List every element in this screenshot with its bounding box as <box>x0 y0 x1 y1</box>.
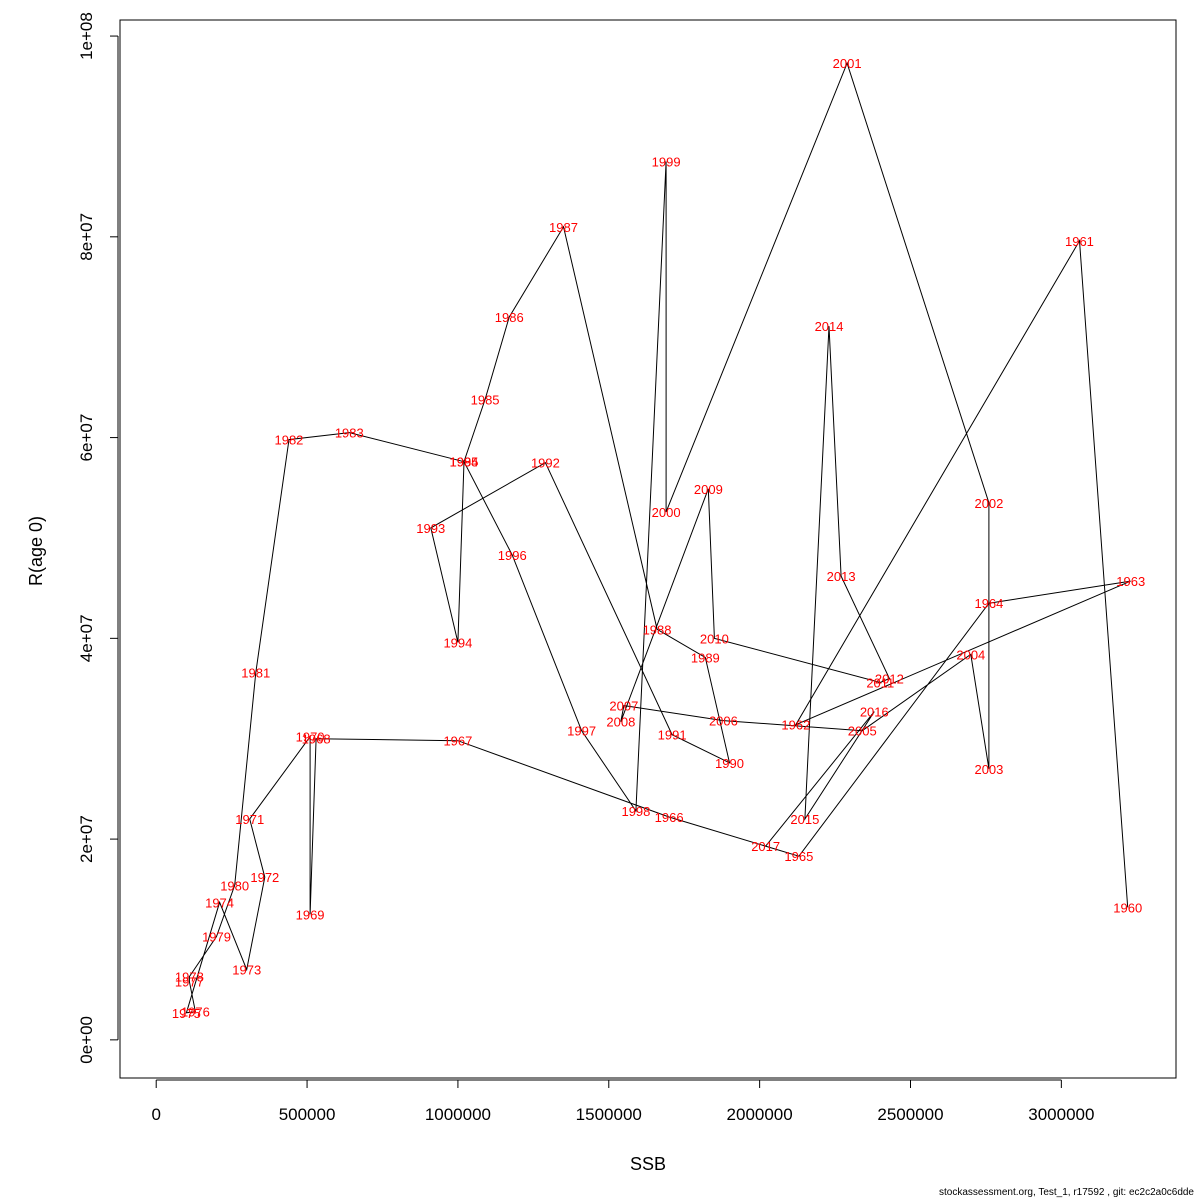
year-label: 2013 <box>827 569 856 584</box>
year-label: 1989 <box>691 650 720 665</box>
year-label: 2008 <box>606 715 635 730</box>
x-tick-label: 1000000 <box>425 1105 491 1124</box>
y-tick-label: 2e+07 <box>77 815 96 863</box>
year-label: 1974 <box>205 895 234 910</box>
year-labels: 1960 1961 1962 1963 1964 1965 1966 1967 1968 1969… <box>172 56 1145 1021</box>
x-axis-title: SSB <box>630 1154 666 1174</box>
year-label: 1993 <box>416 521 445 536</box>
year-label: 1980 <box>220 878 249 893</box>
year-label: 2009 <box>694 482 723 497</box>
year-label: 1984 <box>449 455 478 470</box>
year-label: 1975 <box>172 1006 201 1021</box>
year-label: 2001 <box>833 56 862 71</box>
year-label: 2004 <box>956 647 985 662</box>
year-label: 2007 <box>609 699 638 714</box>
x-tick-label: 2000000 <box>727 1105 793 1124</box>
year-label: 1977 <box>175 975 204 990</box>
x-tick-label: 0 <box>151 1105 160 1124</box>
year-label: 1981 <box>241 665 270 680</box>
x-axis: 0 500000 1000000 1500000 2000000 2500000 30000… <box>151 1079 1094 1124</box>
year-label: 2012 <box>875 671 904 686</box>
year-label: 1999 <box>652 155 681 170</box>
year-label: 1960 <box>1113 900 1142 915</box>
year-label: 1965 <box>784 849 813 864</box>
year-label: 1962 <box>781 718 810 733</box>
y-tick-label: 1e+08 <box>77 12 96 60</box>
year-label: 1997 <box>567 724 596 739</box>
y-axis-title: R(age 0) <box>26 516 46 586</box>
y-tick-label: 4e+07 <box>77 614 96 662</box>
year-label: 2002 <box>974 496 1003 511</box>
year-label: 1998 <box>621 804 650 819</box>
year-label: 1995 <box>449 455 478 470</box>
y-tick-label: 0e+00 <box>77 1016 96 1064</box>
year-label: 2000 <box>652 505 681 520</box>
year-label: 1994 <box>443 635 472 650</box>
year-label: 1963 <box>1116 574 1145 589</box>
plot-frame <box>119 19 1177 1079</box>
year-label: 2010 <box>700 631 729 646</box>
year-label: 2017 <box>751 839 780 854</box>
x-tick-label: 3000000 <box>1028 1105 1094 1124</box>
year-label: 2015 <box>790 812 819 827</box>
year-label: 1973 <box>232 963 261 978</box>
year-label: 1986 <box>495 310 524 325</box>
year-label: 1996 <box>498 548 527 563</box>
year-label: 1969 <box>296 907 325 922</box>
year-label: 2011 <box>866 676 894 691</box>
year-label: 1978 <box>175 970 204 985</box>
year-label: 1972 <box>250 870 279 885</box>
year-label: 1985 <box>471 392 500 407</box>
footer-text: stockassessment.org, Test_1, r17592 , gi… <box>939 1187 1194 1198</box>
series-line <box>185 61 1131 1014</box>
year-label: 1982 <box>274 433 303 448</box>
year-label: 2016 <box>860 705 889 720</box>
year-label: 1970 <box>296 730 325 745</box>
year-label: 1971 <box>235 812 264 827</box>
y-axis: 0e+00 2e+07 4e+07 6e+07 8e+07 1e+08 <box>77 12 119 1064</box>
year-label: 1990 <box>715 756 744 771</box>
year-label: 1992 <box>531 456 560 471</box>
year-label: 1966 <box>655 810 684 825</box>
year-label: 1976 <box>181 1005 210 1020</box>
year-label: 1968 <box>302 732 331 747</box>
year-label: 1967 <box>443 734 472 749</box>
x-tick-label: 1500000 <box>576 1105 642 1124</box>
y-tick-label: 6e+07 <box>77 414 96 462</box>
year-label: 1979 <box>202 929 231 944</box>
year-label: 1991 <box>658 728 687 743</box>
year-label: 2005 <box>848 724 877 739</box>
year-label: 1987 <box>549 220 578 235</box>
year-label: 2014 <box>815 319 844 334</box>
year-label: 1988 <box>643 622 672 637</box>
x-tick-label: 500000 <box>279 1105 336 1124</box>
year-label: 2003 <box>974 762 1003 777</box>
year-label: 2006 <box>709 714 738 729</box>
year-label: 1983 <box>335 426 364 441</box>
x-tick-label: 2500000 <box>877 1105 943 1124</box>
year-label: 1964 <box>974 596 1003 611</box>
year-label: 1961 <box>1065 234 1094 249</box>
y-tick-label: 8e+07 <box>77 213 96 261</box>
